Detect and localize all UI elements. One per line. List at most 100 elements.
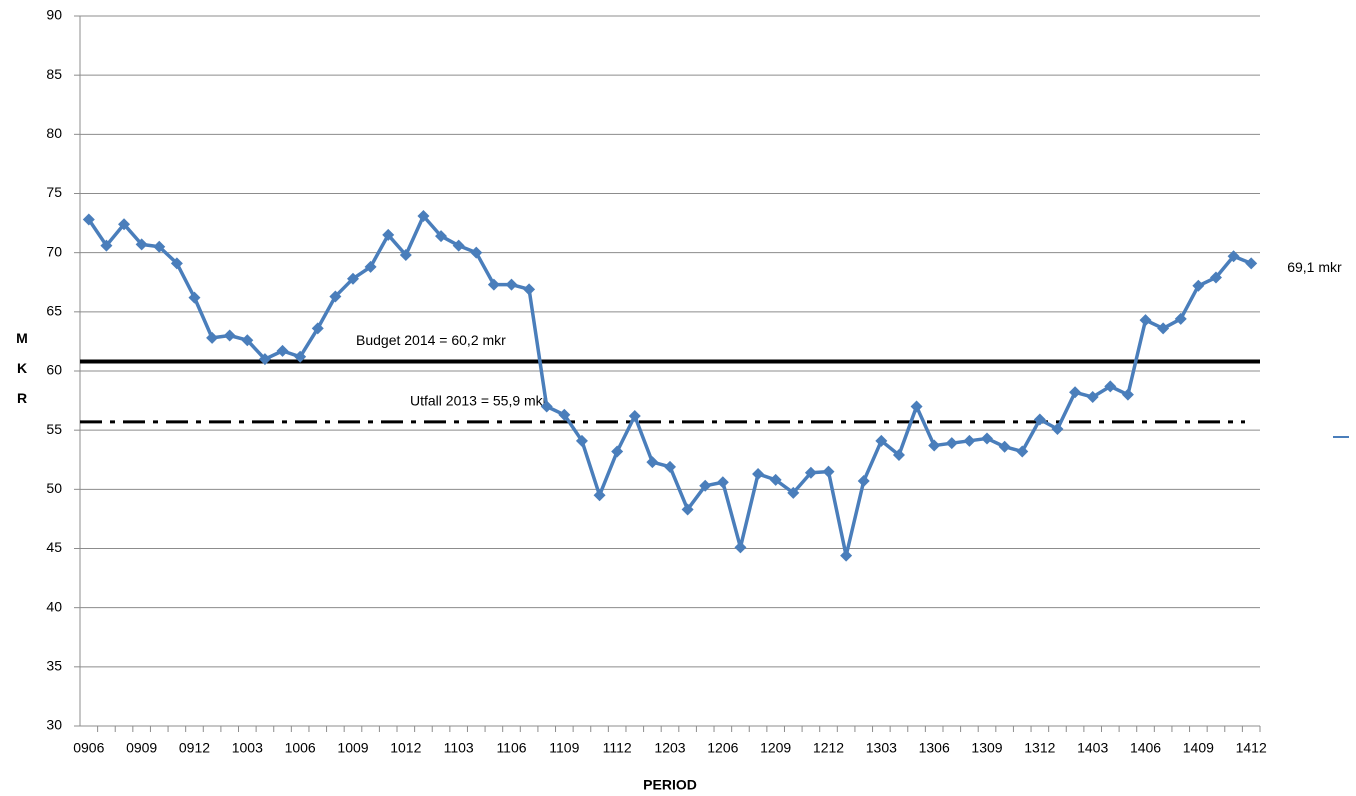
point-marker xyxy=(153,240,166,253)
point-marker xyxy=(628,409,641,422)
point-marker xyxy=(1104,380,1117,393)
point-marker xyxy=(135,238,148,251)
x-tick-label: 1212 xyxy=(813,740,844,756)
x-tick-label: 1209 xyxy=(760,740,791,756)
point-marker xyxy=(223,329,236,342)
point-marker xyxy=(804,466,817,479)
point-marker xyxy=(1209,271,1222,284)
point-marker xyxy=(611,445,624,458)
point-marker xyxy=(1051,422,1064,435)
point-marker xyxy=(892,449,905,462)
data-label: 69,1 mkr xyxy=(1287,259,1342,275)
point-marker xyxy=(452,239,465,252)
point-marker xyxy=(487,278,500,291)
x-tick-label: 1009 xyxy=(337,740,368,756)
y-tick-label: 45 xyxy=(46,539,62,555)
point-marker xyxy=(435,230,448,243)
y-tick-label: 55 xyxy=(46,421,62,437)
point-marker xyxy=(1121,388,1134,401)
point-marker xyxy=(1227,250,1240,263)
point-marker xyxy=(981,432,994,445)
point-marker xyxy=(505,278,518,291)
y-tick-label: 65 xyxy=(46,303,62,319)
point-marker xyxy=(963,434,976,447)
point-marker xyxy=(593,489,606,502)
point-marker xyxy=(206,331,219,344)
point-marker xyxy=(1157,322,1170,335)
point-marker xyxy=(417,209,430,222)
data-line xyxy=(87,214,1252,558)
point-marker xyxy=(258,353,271,366)
x-tick-label: 1106 xyxy=(496,740,526,756)
point-marker xyxy=(1086,391,1099,404)
y-tick-label: 40 xyxy=(46,598,62,614)
x-tick-label: 1003 xyxy=(232,740,263,756)
point-marker xyxy=(188,291,201,304)
point-marker xyxy=(699,479,712,492)
x-tick-label: 0909 xyxy=(126,740,157,756)
x-tick-label: 1303 xyxy=(866,740,897,756)
point-marker xyxy=(945,437,958,450)
x-tick-label: 1309 xyxy=(971,740,1002,756)
x-tick-label: 1109 xyxy=(549,740,579,756)
point-marker xyxy=(664,460,676,473)
point-marker xyxy=(346,272,359,285)
y-tick-label: 30 xyxy=(46,717,62,733)
point-marker xyxy=(241,334,254,347)
x-axis-title: PERIOD xyxy=(643,777,697,793)
point-marker xyxy=(840,549,853,562)
point-marker xyxy=(364,260,377,273)
y-axis-title: MKR xyxy=(14,330,30,420)
y-tick-label: 90 xyxy=(46,7,62,23)
point-marker xyxy=(1245,257,1258,270)
reference-label: Budget 2014 = 60,2 mkr xyxy=(356,332,506,348)
x-tick-label: 1312 xyxy=(1024,740,1055,756)
point-marker xyxy=(470,246,483,259)
point-marker xyxy=(294,350,307,363)
point-marker xyxy=(82,213,95,226)
point-marker xyxy=(575,434,588,447)
point-marker xyxy=(1174,312,1187,325)
x-tick-label: 1006 xyxy=(285,740,316,756)
x-tick-label: 1112 xyxy=(603,740,632,756)
x-tick-label: 1103 xyxy=(444,740,474,756)
x-tick-label: 1203 xyxy=(654,740,685,756)
point-marker xyxy=(276,344,289,357)
point-marker xyxy=(1033,413,1046,426)
y-tick-label: 85 xyxy=(46,66,62,82)
point-marker xyxy=(1069,386,1082,399)
point-marker xyxy=(1016,445,1029,458)
y-tick-label: 80 xyxy=(46,125,62,141)
point-marker xyxy=(118,218,131,231)
x-tick-label: 1406 xyxy=(1130,740,1161,756)
point-marker xyxy=(787,486,800,499)
y-tick-label: 50 xyxy=(46,480,62,496)
point-marker xyxy=(558,408,571,421)
y-tick-label: 70 xyxy=(46,243,62,259)
x-tick-label: 1409 xyxy=(1183,740,1214,756)
point-marker xyxy=(540,400,553,413)
point-marker xyxy=(1192,279,1205,292)
x-tick-label: 1412 xyxy=(1236,740,1267,756)
point-marker xyxy=(998,440,1011,453)
point-marker xyxy=(523,283,536,296)
point-marker xyxy=(857,475,870,488)
point-marker xyxy=(875,434,888,447)
y-tick-label: 35 xyxy=(46,658,62,674)
y-tick-label: 75 xyxy=(46,184,62,200)
point-marker xyxy=(382,228,395,241)
point-marker xyxy=(769,473,782,486)
x-tick-label: 0912 xyxy=(179,740,210,756)
point-marker xyxy=(646,456,659,469)
reference-label: Utfall 2013 = 55,9 mkr xyxy=(410,393,548,409)
y-tick-label: 60 xyxy=(46,362,62,378)
x-tick-label: 0906 xyxy=(73,740,104,756)
point-marker xyxy=(329,290,342,303)
point-marker xyxy=(716,476,729,489)
point-marker xyxy=(734,541,747,554)
x-tick-label: 1306 xyxy=(919,740,950,756)
x-tick-label: 1206 xyxy=(707,740,738,756)
point-marker xyxy=(399,249,412,262)
x-tick-label: 1403 xyxy=(1077,740,1108,756)
